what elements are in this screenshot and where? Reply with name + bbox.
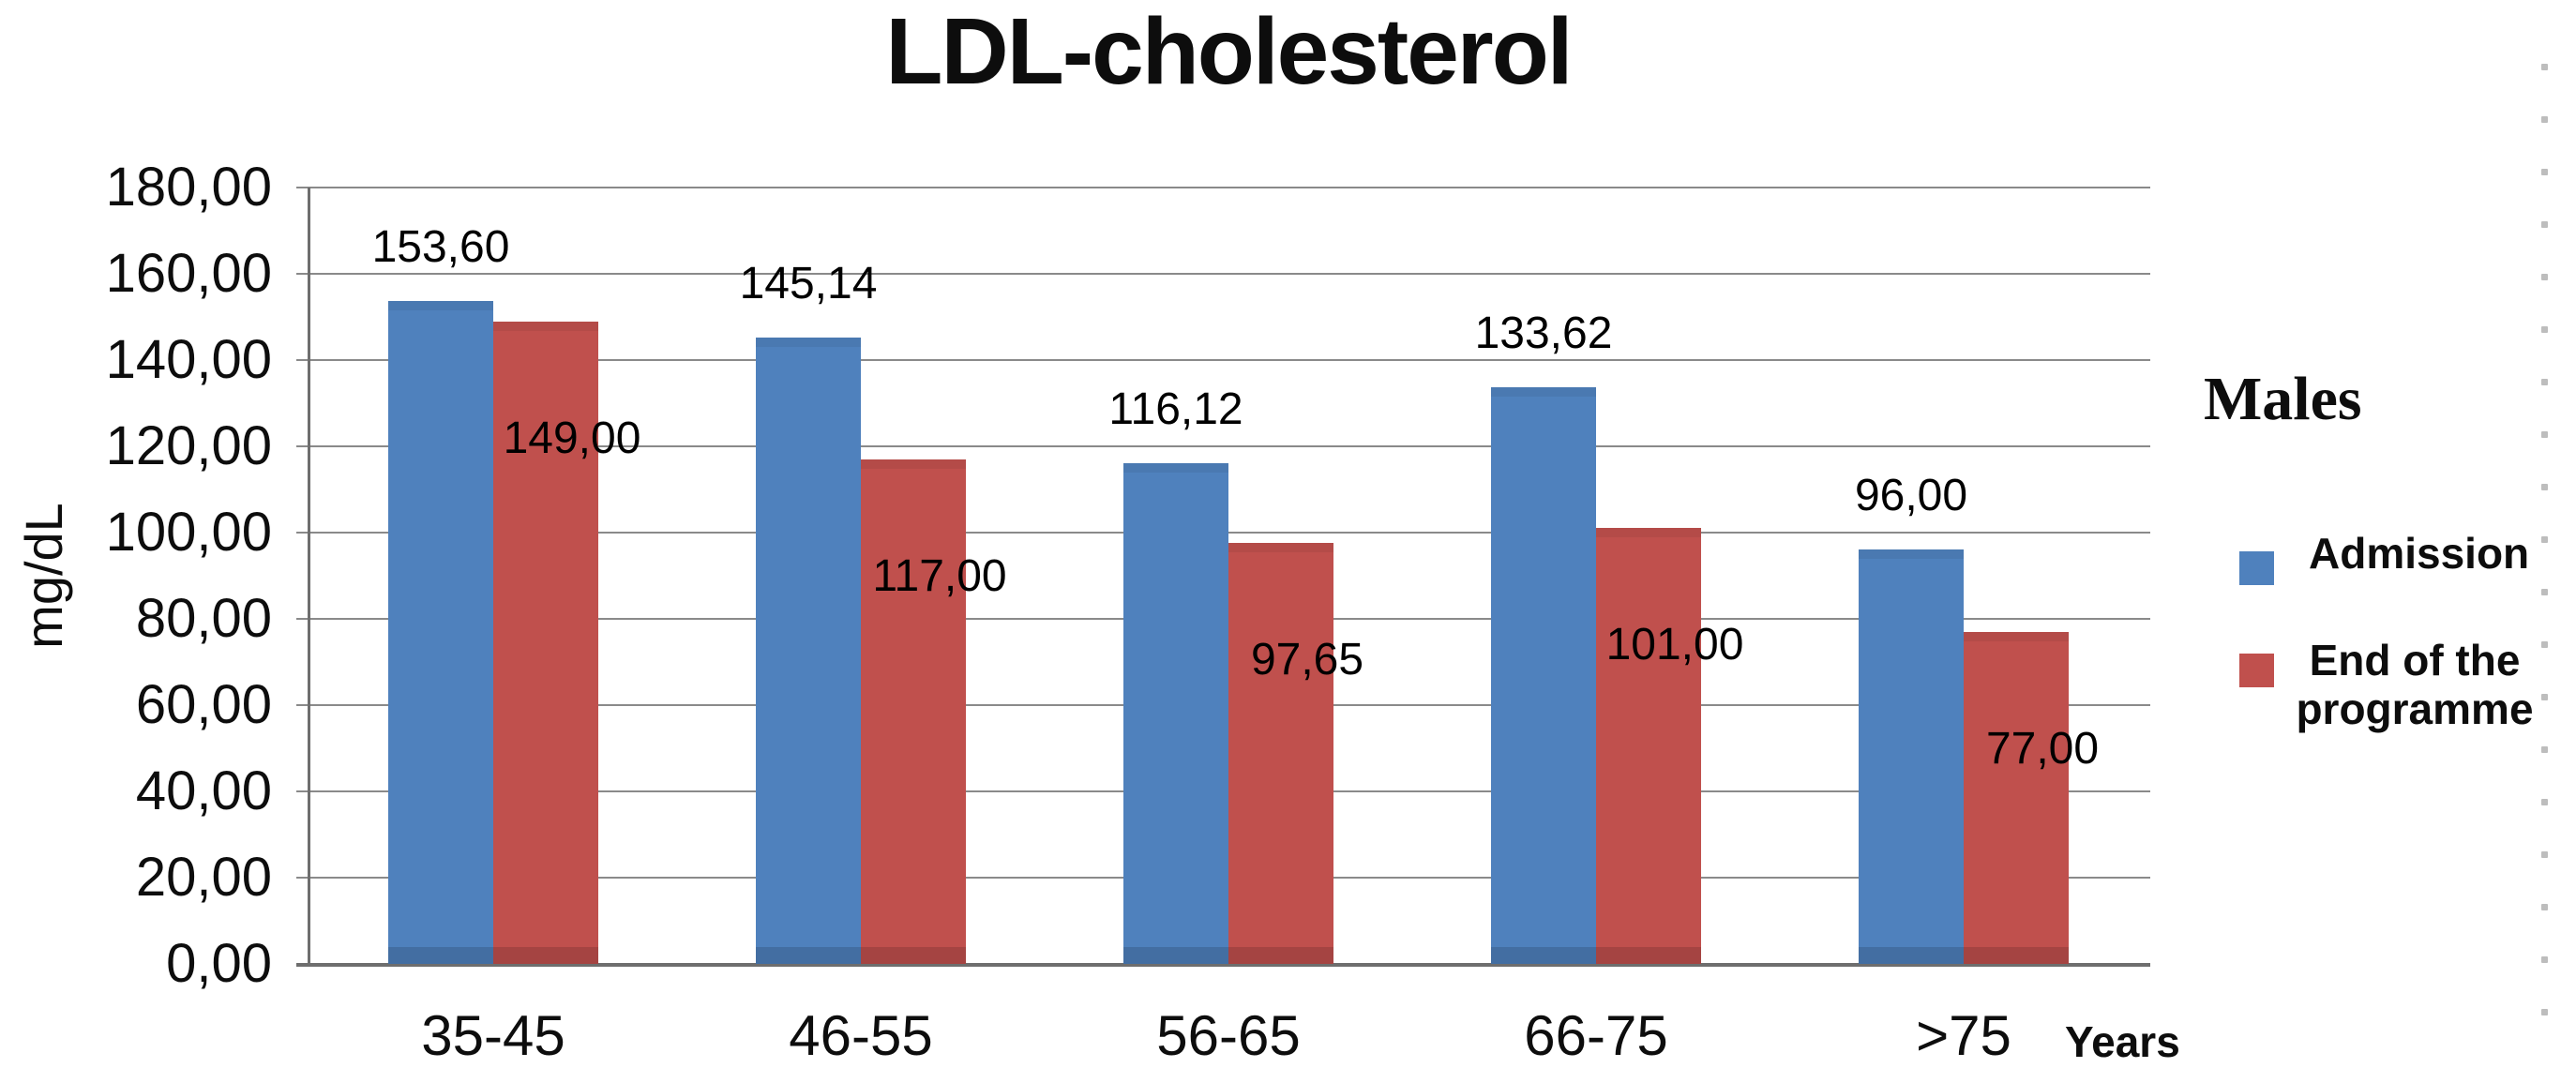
value-label-admission-66-75: 133,62 <box>1474 308 1613 358</box>
y-tick-label-40,00: 40,00 <box>135 760 272 821</box>
bar-admission-75 <box>1859 549 1964 964</box>
plot-area: 153,60 149,00 145,14 117,00 116,12 97,65 133,6… <box>296 187 2150 967</box>
x-tick-label-56-65: 56-65 <box>1156 1004 1301 1067</box>
page-edge-dot <box>2541 221 2548 228</box>
bar-end-of-the-programme-56-65 <box>1228 543 1333 964</box>
legend-swatch-end-of-programme <box>2239 654 2274 687</box>
page-edge-dot <box>2541 274 2548 280</box>
page-edge-dot <box>2541 694 2548 700</box>
page-edge-dot <box>2541 431 2548 438</box>
value-label-end-of-the-programme-46-55: 117,00 <box>872 551 1007 601</box>
x-tick-label-66-75: 66-75 <box>1524 1004 1668 1067</box>
page-edge-dot <box>2541 536 2548 543</box>
gridline-180,00 <box>296 187 2150 188</box>
legend-title: Males <box>2204 365 2362 433</box>
page-edge-dot <box>2541 169 2548 175</box>
page-edge-dot <box>2541 641 2548 648</box>
y-tick-label-140,00: 140,00 <box>105 329 272 390</box>
y-axis-unit-label: mg/dL <box>14 503 73 649</box>
y-tick-label-0,00: 0,00 <box>166 933 272 994</box>
y-tick-label-20,00: 20,00 <box>135 847 272 908</box>
page-edge-dot <box>2541 956 2548 963</box>
x-tick-label-35-45: 35-45 <box>421 1004 565 1067</box>
page-edge-dot <box>2541 799 2548 805</box>
page-edge-dot <box>2541 116 2548 123</box>
bar-end-of-the-programme-46-55 <box>861 459 966 964</box>
bar-end-of-the-programme-35-45 <box>493 322 598 964</box>
page-edge-dot <box>2541 904 2548 910</box>
gridline-160,00 <box>296 273 2150 275</box>
page-edge-dot <box>2541 484 2548 490</box>
legend-label-admission: Admission <box>2309 529 2530 578</box>
value-label-end-of-the-programme-56-65: 97,65 <box>1250 635 1364 684</box>
value-label-admission-56-65: 116,12 <box>1108 384 1243 434</box>
bar-admission-56-65 <box>1123 463 1228 964</box>
y-tick-label-60,00: 60,00 <box>135 674 272 735</box>
y-axis-line <box>308 188 310 966</box>
value-label-admission-35-45: 153,60 <box>371 222 510 272</box>
page-edge-dot <box>2541 746 2548 753</box>
y-tick-label-160,00: 160,00 <box>105 243 272 304</box>
y-tick-label-80,00: 80,00 <box>135 588 272 649</box>
bar-admission-35-45 <box>388 301 493 964</box>
y-tick-label-180,00: 180,00 <box>105 157 272 218</box>
x-tick-label-75: >75 <box>1916 1004 2011 1067</box>
bar-admission-46-55 <box>756 338 861 964</box>
value-label-end-of-the-programme-75: 77,00 <box>1985 724 2100 774</box>
gridline-140,00 <box>296 359 2150 361</box>
bar-admission-66-75 <box>1491 387 1596 964</box>
page-edge-dot <box>2541 326 2548 333</box>
page-edge-dot <box>2541 589 2548 595</box>
value-label-end-of-the-programme-66-75: 101,00 <box>1605 620 1744 669</box>
value-label-end-of-the-programme-35-45: 149,00 <box>503 414 641 463</box>
x-tick-label-46-55: 46-55 <box>789 1004 933 1067</box>
legend-swatch-admission <box>2239 551 2274 585</box>
y-tick-label-100,00: 100,00 <box>105 502 272 563</box>
value-label-admission-46-55: 145,14 <box>739 259 878 308</box>
gridline-0,00 <box>296 963 2150 967</box>
value-label-admission-75: 96,00 <box>1854 471 1968 520</box>
legend-label-end-of-programme: End of the programme <box>2296 636 2534 733</box>
gridline-120,00 <box>296 445 2150 447</box>
bar-end-of-the-programme-75 <box>1964 632 2069 964</box>
page-edge-dot <box>2541 1009 2548 1015</box>
bar-end-of-the-programme-66-75 <box>1596 528 1701 964</box>
page-edge-dot <box>2541 379 2548 385</box>
chart-title: LDL-cholesterol <box>885 0 1573 104</box>
page-edge-dot <box>2541 64 2548 70</box>
page-edge-dot <box>2541 851 2548 858</box>
x-axis-unit-label: Years <box>2065 1017 2180 1066</box>
y-tick-label-120,00: 120,00 <box>105 415 272 476</box>
